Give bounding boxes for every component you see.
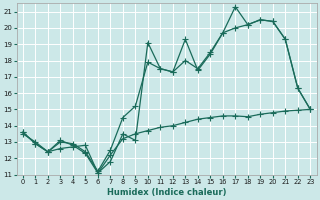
X-axis label: Humidex (Indice chaleur): Humidex (Indice chaleur) <box>107 188 226 197</box>
